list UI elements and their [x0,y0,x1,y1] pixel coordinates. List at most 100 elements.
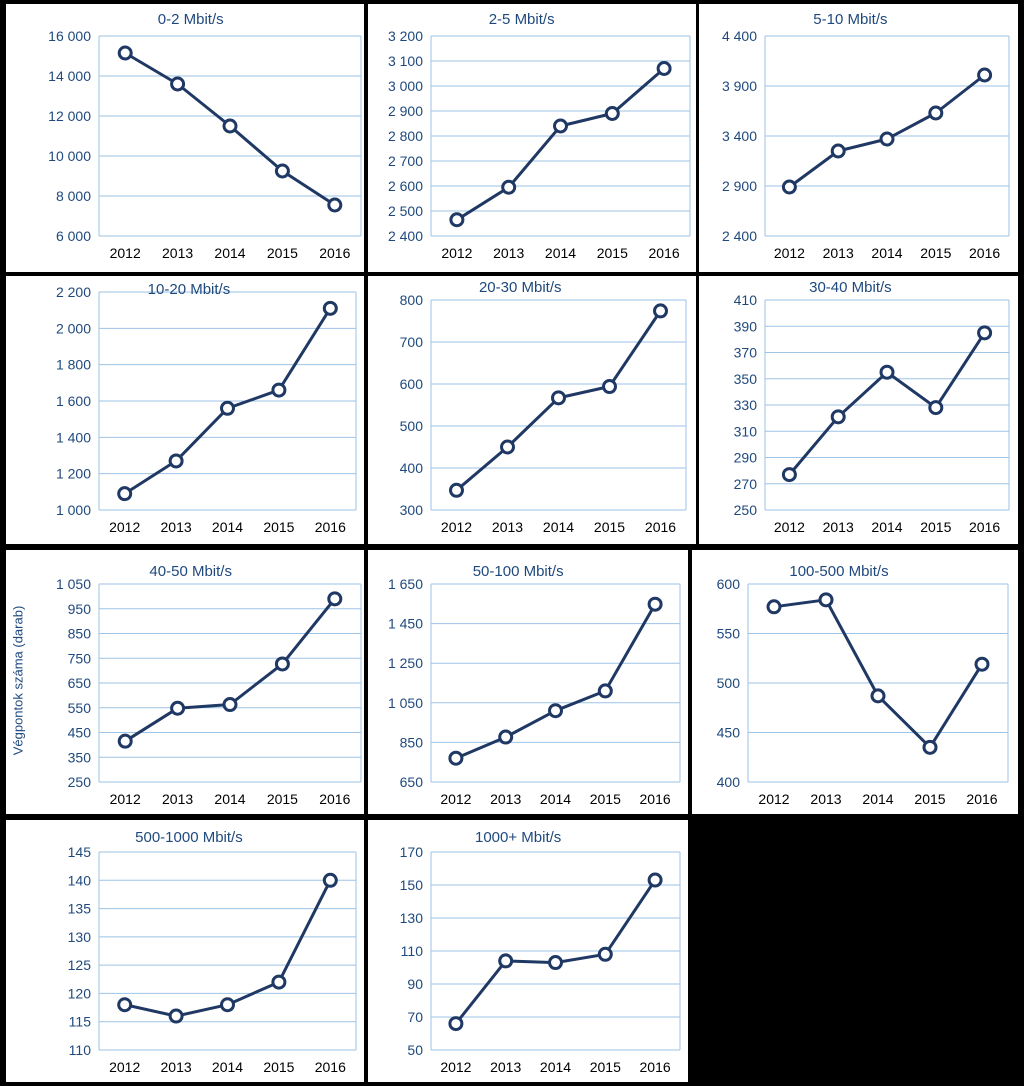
data-point [647,872,663,888]
data-point [781,467,797,483]
x-tick-label: 2016 [315,1059,346,1075]
y-tick-label: 650 [68,675,92,691]
chart-panel-20-30: 300 400 500 600 700 800 2012 2013 2014 2015 2016 20… [368,276,696,544]
y-tick-label: 950 [68,601,92,617]
chart-panel-10-20: 1 000 1 200 1 400 1 600 1 800 2 000 2 200 2012 2… [6,276,364,544]
chart-title: 10-20 Mbit/s [148,281,231,298]
y-tick-label: 450 [68,725,92,741]
x-tick-label: 2012 [774,245,805,261]
data-point [974,656,990,672]
data-point [322,872,338,888]
x-tick-label: 2012 [110,245,141,261]
x-tick-label: 2015 [267,791,298,807]
chart-svg: 650 850 1 050 1 250 1 450 1 650 2012 2013 2014 20… [388,563,681,807]
chart-title: 1000+ Mbit/s [475,829,561,846]
x-tick-label: 2012 [109,519,140,535]
y-tick-label: 330 [734,397,758,413]
x-tick-label: 2014 [214,791,245,807]
chart-panel-2-5: 2 400 2 500 2 600 2 700 2 800 2 900 3 000 3 100… [368,4,696,272]
data-point [222,697,238,713]
chart-panel-40-50: 250 350 450 550 650 750 850 950 1 050 2012 2013 201… [6,550,364,814]
y-tick-label: 3 400 [722,128,757,144]
chart-svg: 1 000 1 200 1 400 1 600 1 800 2 000 2 200 2012 2… [56,281,357,535]
chart-title: 2-5 Mbit/s [489,11,555,28]
x-tick-label: 2013 [490,1059,521,1075]
data-point [879,131,895,147]
data-point [818,592,834,608]
y-tick-label: 2 900 [388,103,423,119]
data-point [117,486,133,502]
y-tick-label: 270 [734,476,758,492]
series-line [124,879,332,1018]
y-tick-label: 2 600 [388,178,423,194]
x-tick-label: 2014 [545,245,576,261]
data-point [274,656,290,672]
chart-title: 30-40 Mbit/s [809,279,892,296]
y-tick-label: 310 [734,423,758,439]
x-tick-label: 2016 [645,519,676,535]
data-point [327,591,343,607]
x-tick-label: 2013 [493,245,524,261]
y-tick-label: 12 000 [48,108,91,124]
chart-svg: 50 70 90 110 130 150 170 2012 2013 2014 2015 2016 10… [400,829,681,1075]
data-point [168,1008,184,1024]
series-line [788,331,986,476]
data-point [830,143,846,159]
data-point [548,955,563,971]
x-tick-label: 2012 [109,1059,140,1075]
data-point [602,379,617,395]
y-tick-label: 500 [400,418,424,434]
data-point [879,364,895,380]
chart-panel-0-2: 6 000 8 000 10 000 12 000 14 000 16 000 2012 20… [6,4,364,272]
data-point [220,400,235,416]
chart-svg: 110 115 120 125 130 135 140 145 2012 2013 2014 2015… [68,829,357,1075]
y-tick-label: 2 400 [388,228,423,244]
chart-panel-500-1000: 110 115 120 125 130 135 140 145 2012 2013 2014 2015… [6,820,364,1082]
chart-title: 5-10 Mbit/s [813,11,887,28]
y-tick-label: 1 600 [56,393,91,409]
chart-title: 0-2 Mbit/s [158,11,224,28]
x-tick-label: 2015 [920,245,951,261]
x-tick-label: 2016 [640,791,671,807]
data-point [781,179,797,195]
data-point [274,163,290,179]
data-point [553,118,568,134]
y-tick-label: 3 900 [722,78,757,94]
x-tick-label: 2014 [543,519,574,535]
data-point [498,729,514,745]
chart-panel-5-10: 2 400 2 900 3 400 3 900 4 400 2012 2013 2014 201… [699,4,1018,272]
data-point [449,482,464,498]
y-tick-label: 130 [68,929,92,945]
y-tick-label: 120 [68,985,92,1001]
y-tick-label: 110 [401,943,424,959]
data-point [548,703,563,719]
y-tick-label: 410 [734,292,758,308]
y-tick-label: 390 [734,318,758,334]
data-point [117,997,133,1013]
series-line [124,597,336,743]
y-tick-label: 800 [400,292,424,308]
x-tick-label: 2014 [540,1059,571,1075]
x-tick-label: 2015 [263,519,294,535]
chart-svg: 2 400 2 900 3 400 3 900 4 400 2012 2013 2014 201… [722,11,1010,261]
chart-svg: 300 400 500 600 700 800 2012 2013 2014 2015 2016 20… [400,279,687,535]
data-point [168,453,184,469]
y-tick-label: 250 [734,502,758,518]
data-point [656,61,672,76]
data-point [117,45,133,61]
x-tick-label: 2016 [966,791,997,807]
data-point [498,953,514,969]
x-tick-label: 2016 [969,245,1000,261]
x-tick-label: 2012 [441,245,472,261]
y-tick-label: 350 [734,371,758,387]
y-tick-label: 90 [407,976,423,992]
y-tick-label: 350 [68,749,92,765]
x-tick-label: 2015 [263,1059,294,1075]
series-line [773,598,984,749]
y-tick-label: 1 200 [56,466,91,482]
data-point [653,303,668,319]
y-tick-label: 135 [68,901,92,917]
x-tick-label: 2015 [914,791,945,807]
data-point [766,599,782,615]
x-tick-label: 2013 [490,791,521,807]
